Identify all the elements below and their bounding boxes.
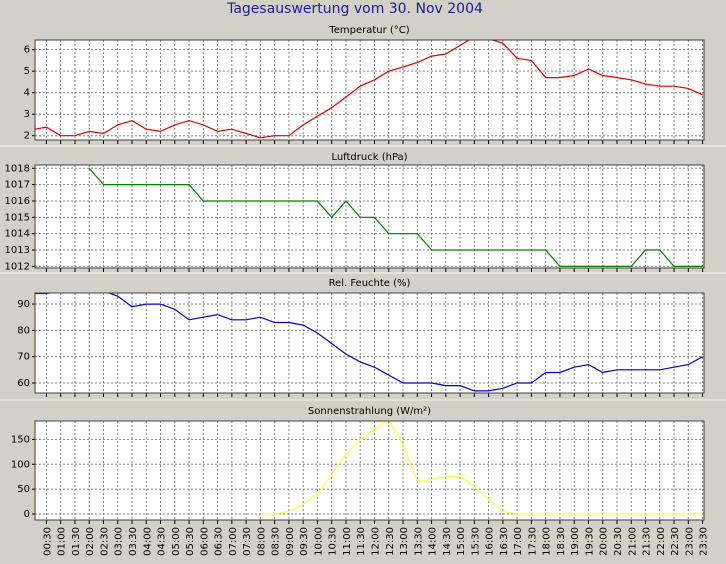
y-tick-label: 6 bbox=[24, 45, 30, 56]
x-tick-label: 12:30 bbox=[385, 527, 396, 556]
x-tick-label: 16:30 bbox=[499, 527, 510, 556]
y-tick-label: 5 bbox=[24, 66, 30, 77]
y-tick-label: 1018 bbox=[5, 163, 30, 174]
x-tick-label: 17:30 bbox=[527, 527, 538, 556]
y-tick-label: 1013 bbox=[5, 245, 30, 256]
y-tick-label: 4 bbox=[24, 88, 30, 99]
y-tick-label: 1016 bbox=[5, 196, 30, 207]
y-tick-label: 1014 bbox=[5, 229, 30, 240]
x-tick-label: 13:30 bbox=[413, 527, 424, 556]
y-tick-label: 1012 bbox=[5, 261, 30, 272]
x-tick-label: 02:30 bbox=[99, 527, 110, 556]
panel-title: Rel. Feuchte (%) bbox=[329, 278, 411, 289]
x-tick-label: 01:30 bbox=[71, 527, 82, 556]
plot-area bbox=[35, 40, 704, 140]
line-series bbox=[260, 421, 703, 515]
x-tick-label: 06:00 bbox=[199, 527, 210, 556]
x-tick-label: 16:00 bbox=[485, 527, 496, 556]
x-tick-label: 15:00 bbox=[456, 527, 467, 556]
x-tick-label: 09:30 bbox=[299, 527, 310, 556]
x-tick-label: 03:00 bbox=[114, 527, 125, 556]
line-series bbox=[35, 40, 703, 139]
chart-title: Tagesauswertung vom 30. Nov 2004 bbox=[226, 1, 483, 17]
x-tick-label: 22:00 bbox=[656, 527, 667, 556]
x-tick-label: 14:00 bbox=[428, 527, 439, 556]
plot-border bbox=[34, 420, 705, 521]
x-tick-label: 18:30 bbox=[556, 527, 567, 556]
x-tick-label: 13:00 bbox=[399, 527, 410, 556]
y-tick-label: 3 bbox=[24, 109, 30, 120]
x-tick-label: 14:30 bbox=[442, 527, 453, 556]
y-tick-label: 1017 bbox=[5, 180, 30, 191]
x-tick-label: 05:30 bbox=[185, 527, 196, 556]
panel-title: Temperatur (°C) bbox=[328, 25, 409, 36]
x-tick-label: 19:00 bbox=[570, 527, 581, 556]
x-tick-label: 07:00 bbox=[228, 527, 239, 556]
panel-title: Luftdruck (hPa) bbox=[331, 152, 407, 163]
y-tick-label: 150 bbox=[11, 434, 30, 445]
y-tick-label: 2 bbox=[24, 131, 30, 142]
x-tick-label: 01:00 bbox=[57, 527, 68, 556]
x-tick-label: 11:30 bbox=[356, 527, 367, 556]
x-tick-label: 08:30 bbox=[271, 527, 282, 556]
y-tick-label: 1015 bbox=[5, 212, 30, 223]
x-tick-label: 22:30 bbox=[670, 527, 681, 556]
x-tick-label: 12:00 bbox=[370, 527, 381, 556]
x-tick-label: 17:00 bbox=[513, 527, 524, 556]
y-tick-label: 70 bbox=[17, 352, 30, 363]
y-tick-label: 100 bbox=[11, 459, 30, 470]
x-tick-label: 19:30 bbox=[584, 527, 595, 556]
y-tick-label: 50 bbox=[17, 484, 30, 495]
x-tick-label: 09:00 bbox=[285, 527, 296, 556]
x-tick-label: 00:30 bbox=[42, 527, 53, 556]
x-tick-label: 20:00 bbox=[599, 527, 610, 556]
plot-border bbox=[34, 164, 705, 269]
x-tick-label: 03:30 bbox=[128, 527, 139, 556]
x-tick-label: 07:30 bbox=[242, 527, 253, 556]
x-tick-label: 06:30 bbox=[214, 527, 225, 556]
x-tick-label: 20:30 bbox=[613, 527, 624, 556]
y-tick-label: 60 bbox=[17, 378, 30, 389]
plot-area bbox=[35, 165, 704, 268]
x-tick-label: 10:30 bbox=[328, 527, 339, 556]
x-tick-label: 21:00 bbox=[627, 527, 638, 556]
x-tick-label: 21:30 bbox=[642, 527, 653, 556]
x-tick-label: 18:00 bbox=[542, 527, 553, 556]
x-tick-label: 10:00 bbox=[313, 527, 324, 556]
x-tick-label: 23:00 bbox=[684, 527, 695, 556]
plot-area bbox=[35, 293, 704, 393]
plot-area bbox=[35, 421, 704, 520]
x-tick-label: 02:00 bbox=[85, 527, 96, 556]
panel-title: Sonnenstrahlung (W/m²) bbox=[308, 406, 431, 417]
x-tick-label: 05:00 bbox=[171, 527, 182, 556]
x-tick-label: 15:30 bbox=[470, 527, 481, 556]
plot-border bbox=[34, 39, 705, 141]
y-tick-label: 90 bbox=[17, 299, 30, 310]
plot-border bbox=[34, 292, 705, 394]
x-tick-label: 04:30 bbox=[157, 527, 168, 556]
line-series bbox=[88, 167, 703, 267]
x-tick-label: 23:30 bbox=[699, 527, 710, 556]
y-tick-label: 80 bbox=[17, 325, 30, 336]
x-tick-label: 08:00 bbox=[256, 527, 267, 556]
line-series bbox=[35, 293, 703, 392]
x-tick-label: 11:00 bbox=[342, 527, 353, 556]
y-tick-label: 0 bbox=[24, 509, 30, 520]
x-tick-label: 04:00 bbox=[142, 527, 153, 556]
